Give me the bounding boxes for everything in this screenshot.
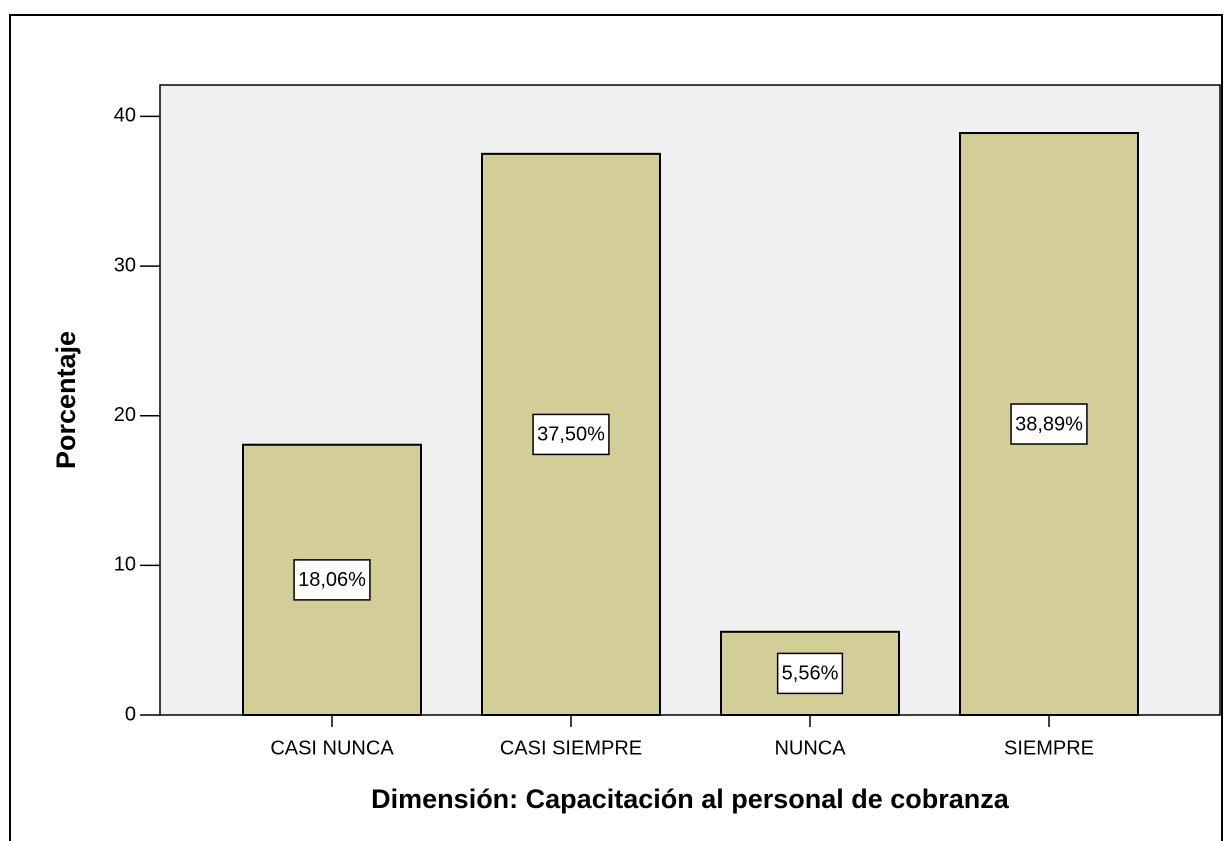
y-tick-label: 20 — [114, 404, 136, 426]
value-label-box — [776, 652, 844, 695]
x-tick-label: CASI NUNCA — [270, 737, 394, 759]
y-tick-label: 40 — [114, 105, 136, 127]
value-label: 38,89% — [1015, 413, 1083, 435]
x-axis-title: Dimensión: Capacitación al personal de c… — [371, 784, 1010, 814]
x-tick-label: NUNCA — [774, 737, 846, 759]
value-label: 5,56% — [782, 663, 839, 685]
value-label: 18,06% — [298, 569, 366, 591]
value-label-box — [1010, 403, 1088, 445]
value-label-box — [293, 559, 371, 601]
x-tick-label: SIEMPRE — [1004, 737, 1094, 759]
value-label-box — [532, 413, 610, 456]
x-tick-label: CASI SIEMPRE — [500, 737, 642, 759]
y-axis-title: Porcentaje — [51, 331, 81, 469]
y-tick-label: 10 — [114, 554, 136, 576]
y-tick-label: 0 — [125, 703, 136, 725]
value-label: 37,50% — [537, 424, 605, 446]
y-tick-label: 30 — [114, 254, 136, 276]
